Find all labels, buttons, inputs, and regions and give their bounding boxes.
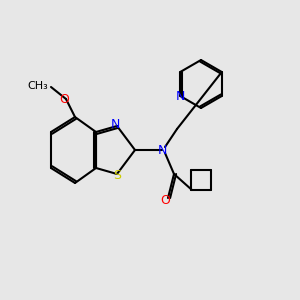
Text: N: N [176, 89, 185, 103]
Text: O: O [60, 92, 69, 106]
Text: CH₃: CH₃ [27, 81, 48, 92]
Text: S: S [113, 169, 121, 182]
Text: N: N [157, 143, 167, 157]
Text: O: O [160, 194, 170, 208]
Text: N: N [111, 118, 120, 131]
